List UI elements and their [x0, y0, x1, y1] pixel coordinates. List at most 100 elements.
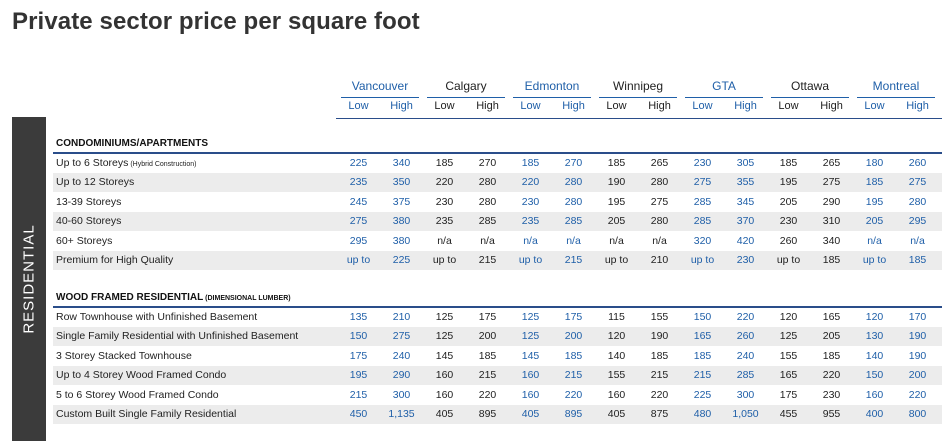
row-label: 60+ Storeys [56, 235, 112, 247]
value-cell: 195 [779, 176, 798, 189]
low-header: Low [692, 100, 713, 112]
value-cell: 150 [693, 311, 712, 323]
row-label-text: 40-60 Storeys [56, 215, 122, 228]
value-cell: 800 [908, 408, 927, 420]
value-cell: 345 [736, 195, 755, 208]
value-cell: 220 [650, 388, 669, 401]
value-cell: 280 [564, 176, 583, 189]
value-cell: 235 [349, 176, 368, 189]
city-underline [771, 97, 849, 98]
row-label-text: Row Townhouse with Unfinished Basement [56, 311, 258, 323]
city-underline [685, 97, 763, 98]
value-cell: 155 [779, 349, 798, 362]
city-header: Edmonton [524, 79, 580, 93]
value-cell: 895 [564, 408, 583, 420]
value-cell: 135 [349, 311, 368, 323]
section-rule [53, 306, 942, 308]
value-cell: 405 [607, 408, 626, 420]
value-cell: 265 [650, 157, 669, 169]
row-label-text: Custom Built Single Family Residential [56, 408, 237, 420]
value-cell: 310 [822, 215, 841, 228]
value-cell: 340 [392, 157, 411, 169]
value-cell: 160 [435, 388, 454, 401]
value-cell: 420 [736, 234, 755, 247]
table-row: 5 to 6 Storey Wood Framed Condo 215 300 160… [53, 386, 942, 405]
value-cell: 260 [736, 330, 755, 343]
value-cell: 400 [865, 408, 884, 420]
row-label-text: Up to 12 Storeys [56, 176, 135, 189]
value-cell: 895 [478, 408, 497, 420]
low-header: Low [606, 100, 627, 112]
value-cell: 185 [521, 157, 540, 169]
value-cell: 200 [908, 369, 927, 382]
value-cell: 355 [736, 176, 755, 189]
high-header: High [390, 100, 413, 112]
value-cell: up to [518, 254, 543, 266]
value-cell: 245 [349, 195, 368, 208]
value-cell: 270 [478, 157, 497, 169]
value-cell: 285 [693, 195, 712, 208]
value-cell: 220 [822, 369, 841, 382]
section-title: CONDOMINIUMS/APARTMENTS [56, 138, 208, 149]
value-cell: 280 [478, 195, 497, 208]
high-header: High [648, 100, 671, 112]
table-row: Premium for High Quality up to 225 up to 215… [53, 251, 942, 270]
value-cell: 215 [478, 369, 497, 382]
value-cell: 1,050 [732, 408, 759, 420]
value-cell: n/a [566, 234, 581, 247]
value-cell: 300 [736, 388, 755, 401]
low-header: Low [434, 100, 455, 112]
value-cell: 125 [435, 311, 454, 323]
value-cell: 140 [865, 349, 884, 362]
value-cell: 140 [607, 349, 626, 362]
value-cell: 220 [564, 388, 583, 401]
table-row: 3 Storey Stacked Townhouse 175 240 145 185 14… [53, 347, 942, 366]
low-header: Low [864, 100, 885, 112]
value-cell: 295 [908, 215, 927, 228]
low-header: Low [778, 100, 799, 112]
table-row: Up to 6 Storeys (Hybrid Construction) 225… [53, 154, 942, 173]
low-header: Low [348, 100, 369, 112]
value-cell: 280 [650, 215, 669, 228]
value-cell: 185 [564, 349, 583, 362]
table-row: Single Family Residential with Unfinishe… [53, 327, 942, 347]
low-header: Low [520, 100, 541, 112]
table-row: Row Townhouse with Unfinished Basement 13… [53, 308, 942, 327]
row-label: Row Townhouse with Unfinished Basement [56, 311, 257, 323]
value-cell: 195 [349, 369, 368, 382]
value-cell: 155 [650, 311, 669, 323]
value-cell: 125 [435, 330, 454, 343]
value-cell: 125 [521, 311, 540, 323]
value-cell: 955 [822, 408, 841, 420]
value-cell: 200 [478, 330, 497, 343]
table-row: Up to 4 Storey Wood Framed Condo 195 290 16… [53, 366, 942, 386]
value-cell: 130 [865, 330, 884, 343]
value-cell: 275 [908, 176, 927, 189]
value-cell: 295 [349, 234, 368, 247]
value-cell: 225 [392, 254, 411, 266]
value-cell: 185 [822, 254, 841, 266]
value-cell: n/a [867, 234, 882, 247]
value-cell: 230 [435, 195, 454, 208]
value-cell: 230 [822, 388, 841, 401]
value-cell: 215 [564, 369, 583, 382]
value-cell: up to [690, 254, 715, 266]
section-rule [53, 152, 942, 154]
value-cell: 125 [779, 330, 798, 343]
value-cell: n/a [910, 234, 925, 247]
value-cell: 205 [822, 330, 841, 343]
city-header: Montreal [872, 79, 920, 93]
value-cell: 230 [693, 157, 712, 169]
value-cell: 370 [736, 215, 755, 228]
value-cell: 320 [693, 234, 712, 247]
row-label-text: Single Family Residential with Unfinishe… [56, 330, 299, 343]
section-sidebar: RESIDENTIAL [12, 117, 46, 441]
value-cell: 375 [392, 195, 411, 208]
row-label: 3 Storey Stacked Townhouse [56, 350, 192, 362]
value-cell: 215 [478, 254, 497, 266]
value-cell: 305 [736, 157, 755, 169]
value-cell: n/a [523, 234, 538, 247]
value-cell: 290 [822, 195, 841, 208]
section-title-note: (DIMENSIONAL LUMBER) [203, 295, 291, 302]
value-cell: 165 [822, 311, 841, 323]
